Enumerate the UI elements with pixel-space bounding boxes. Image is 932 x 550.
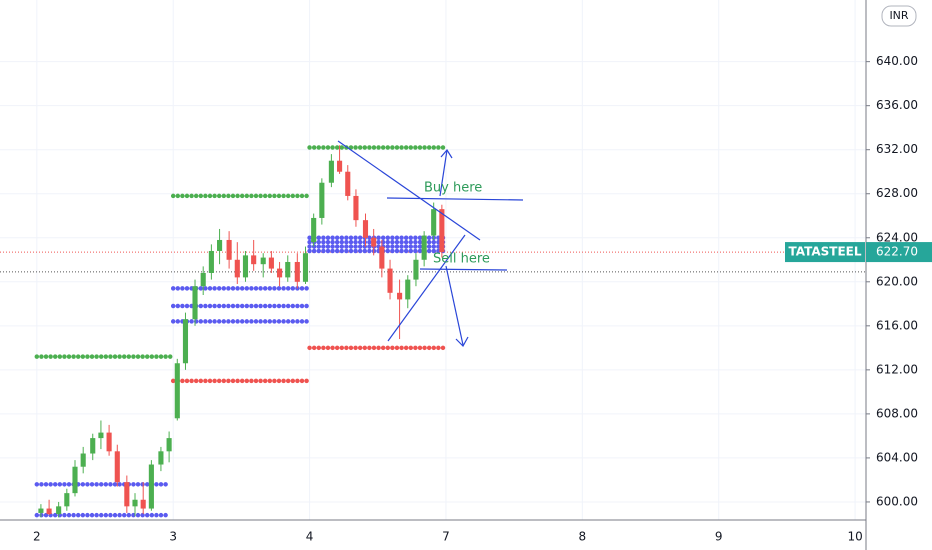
candle-body xyxy=(260,257,266,265)
candle-body xyxy=(431,209,437,236)
y-tick-label: 628.00 xyxy=(876,186,918,200)
x-tick-label: 10 xyxy=(847,530,862,544)
annotation: Buy here xyxy=(424,181,482,196)
y-tick-label: 636.00 xyxy=(876,98,918,112)
currency-badge[interactable] xyxy=(881,5,917,27)
plot xyxy=(0,0,866,520)
arrow-head xyxy=(440,148,453,159)
symbol-badge xyxy=(785,242,865,263)
candle-body xyxy=(319,182,325,218)
x-tick-label: 2 xyxy=(33,530,41,544)
y-tick-label: 632.00 xyxy=(876,142,918,156)
candle-body xyxy=(345,171,351,196)
x-tick-label: 8 xyxy=(579,530,587,544)
candle-body xyxy=(294,261,300,282)
candle-body xyxy=(353,195,359,221)
y-tick-label: 624.00 xyxy=(876,230,918,244)
arrow xyxy=(439,149,448,197)
symbol-label: TATASTEEL xyxy=(788,245,861,259)
candle-body xyxy=(217,239,223,251)
candle-body xyxy=(72,466,78,494)
candle-body xyxy=(140,499,146,509)
candle-body xyxy=(208,250,214,273)
y-tick-label: 640.00 xyxy=(876,54,918,68)
candle-body xyxy=(64,493,70,507)
y-tick-label: 604.00 xyxy=(876,450,918,464)
candle-body xyxy=(226,239,232,260)
candle-body xyxy=(439,209,445,253)
arrow-head xyxy=(455,336,469,347)
candle-body xyxy=(328,160,334,183)
y-tick-label: 612.00 xyxy=(876,362,918,376)
candle-body xyxy=(251,255,257,265)
candle-body xyxy=(371,237,377,247)
candle-body xyxy=(174,363,180,419)
candle-body xyxy=(379,246,385,269)
candle-body xyxy=(56,506,62,515)
currency: INR xyxy=(889,9,908,22)
candle-body xyxy=(311,217,317,243)
trend-line xyxy=(386,197,524,201)
candle-body xyxy=(277,268,283,278)
candle-body xyxy=(106,432,112,452)
candle-body xyxy=(90,438,96,454)
x-tick-label: 7 xyxy=(442,530,450,544)
y-tick-label: 616.00 xyxy=(876,318,918,332)
candle-body xyxy=(285,261,291,278)
candle-body xyxy=(302,253,309,282)
candle-body xyxy=(268,257,274,269)
candle-body xyxy=(337,160,343,172)
candle-body xyxy=(413,259,419,280)
y-tick-label: 620.00 xyxy=(876,274,918,288)
candle-body xyxy=(166,438,172,452)
candle-body xyxy=(362,220,369,238)
candle-body xyxy=(132,499,138,507)
y-tick-label: 608.00 xyxy=(876,406,918,420)
x-tick-label: 3 xyxy=(169,530,177,544)
y-tick-label: 600.00 xyxy=(876,494,918,508)
candle-body xyxy=(148,464,154,509)
candle-body xyxy=(421,235,427,260)
candle-body xyxy=(46,508,52,515)
candle-body xyxy=(242,255,249,278)
candle-body xyxy=(200,272,206,287)
candle-body xyxy=(405,279,411,300)
candle-body xyxy=(397,292,403,300)
trend-line xyxy=(387,234,466,342)
drawings xyxy=(337,140,524,347)
x-tick-label: 4 xyxy=(306,530,314,544)
x-tick-label: 9 xyxy=(715,530,723,544)
candle-body xyxy=(80,453,86,467)
candle-body xyxy=(114,451,120,483)
annotation: Sell here xyxy=(433,252,490,267)
candle-body xyxy=(98,432,104,439)
price-label: 622.70 xyxy=(876,245,918,259)
trend-line xyxy=(337,140,481,241)
candle-body xyxy=(158,451,164,465)
arrow xyxy=(445,265,464,346)
candle-body xyxy=(124,482,130,507)
candle-body xyxy=(38,508,44,513)
candle-body xyxy=(234,259,240,278)
trend-line xyxy=(419,268,508,271)
candle-body xyxy=(182,319,189,364)
price-badge xyxy=(866,242,932,263)
candle-body xyxy=(387,268,393,293)
candle-body xyxy=(192,286,198,320)
